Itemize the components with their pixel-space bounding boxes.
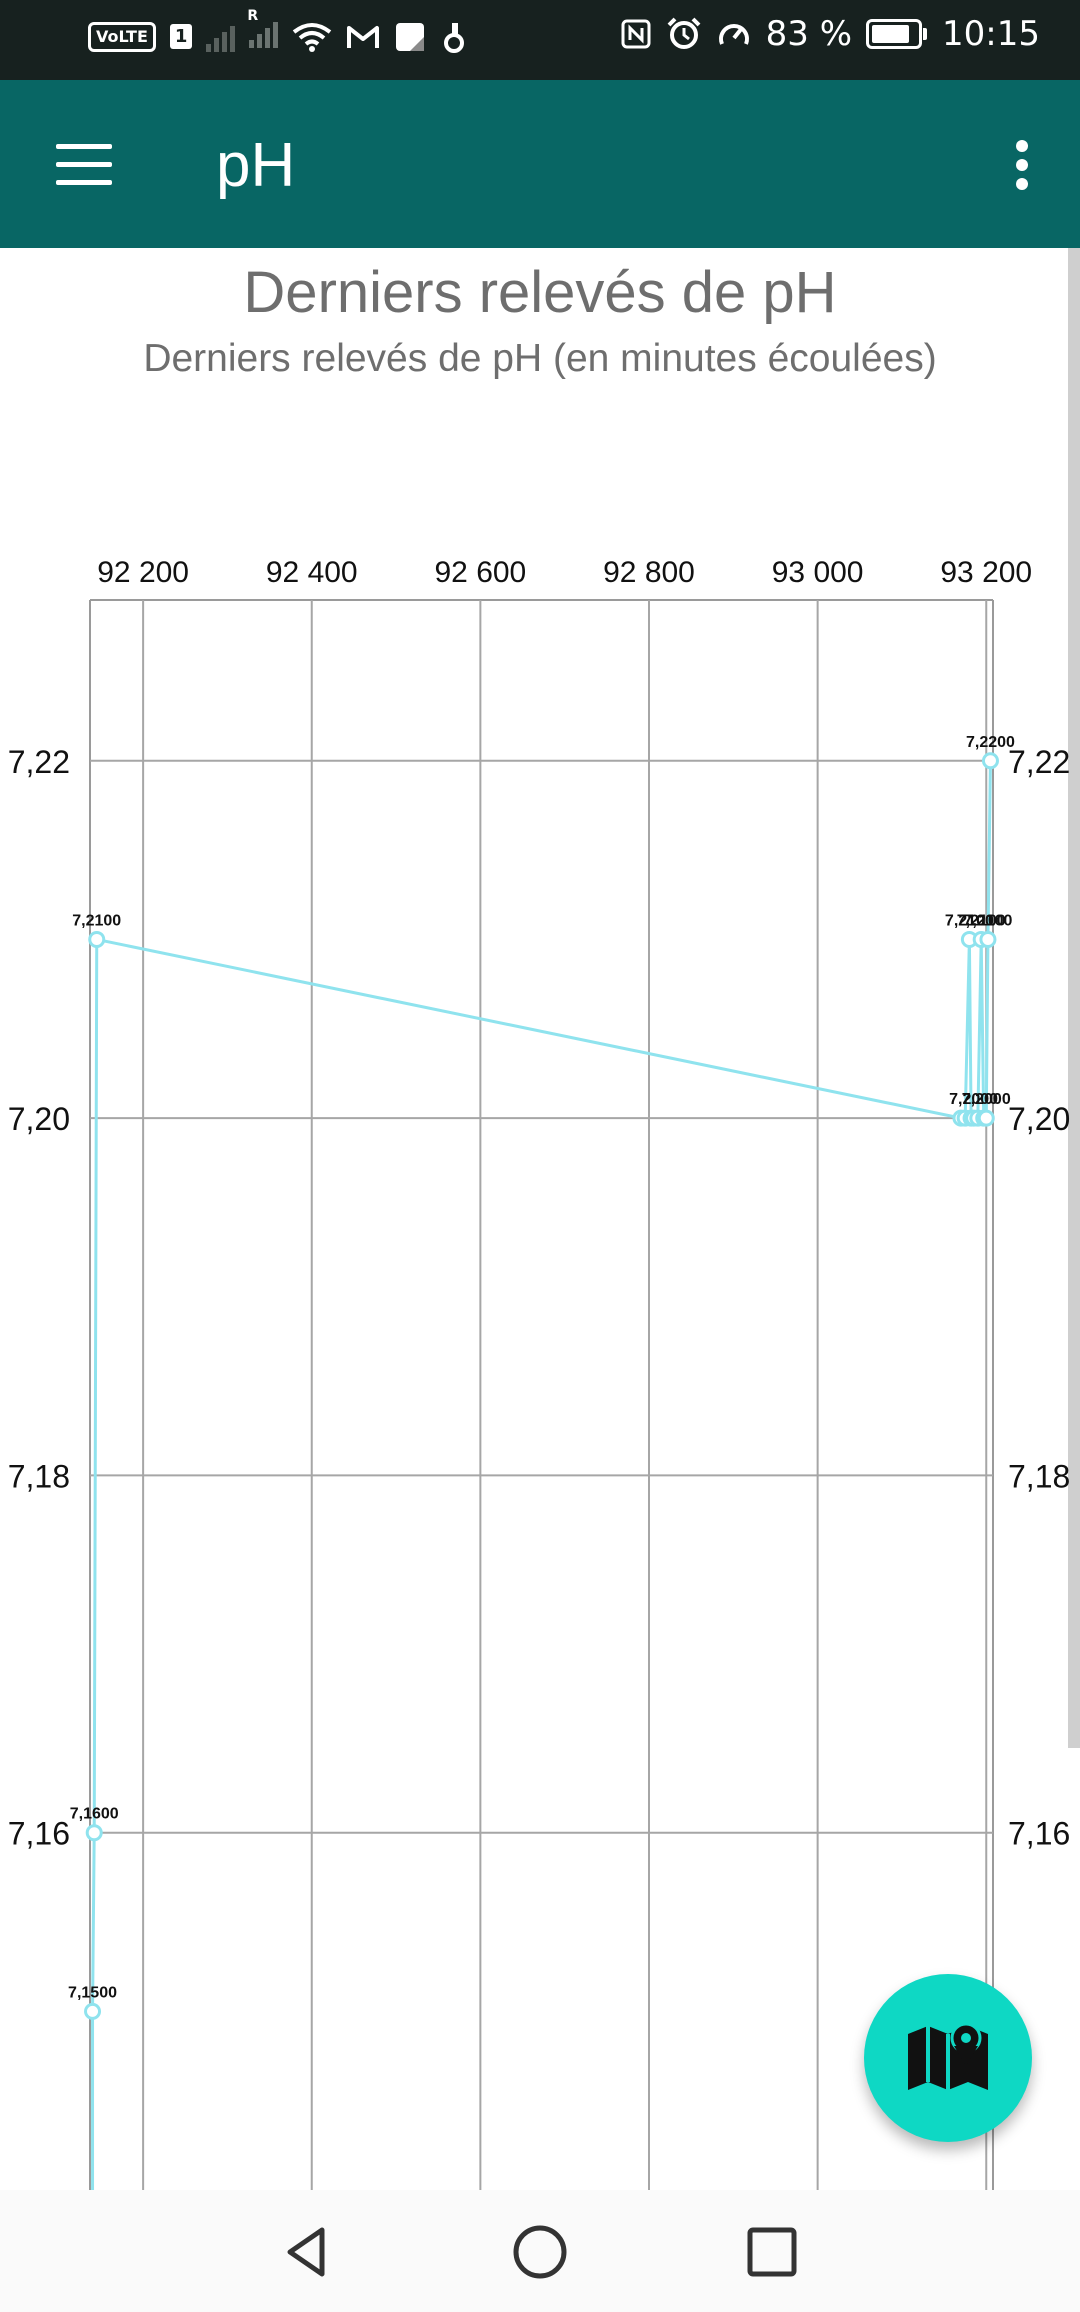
home-icon[interactable] — [510, 2222, 570, 2282]
map-fab-button[interactable] — [864, 1974, 1032, 2142]
y-tick-label-left: 7,16 — [8, 1816, 70, 1852]
system-nav-bar — [0, 2190, 1080, 2312]
data-point[interactable] — [84, 2002, 102, 2020]
data-label: 7,1600 — [70, 1806, 119, 1823]
app-bar: pH — [0, 80, 1080, 248]
data-point[interactable] — [85, 1824, 103, 1842]
status-right-group: 83 % 10:15 — [620, 14, 1040, 54]
battery-icon — [866, 19, 928, 49]
recents-icon[interactable] — [742, 2222, 802, 2282]
signal-icon — [206, 22, 236, 52]
status-left-group: VoLTE 1 R — [88, 8, 468, 55]
data-point[interactable] — [977, 1109, 995, 1127]
ph-line-chart[interactable]: 92 200 92 400 92 600 92 800 93 000 93 200 7,16… — [0, 248, 1080, 2190]
app-icon — [444, 22, 465, 53]
gmail-icon — [347, 25, 380, 48]
map-icon — [908, 2022, 988, 2090]
chart-title: Derniers relevés de pH — [243, 260, 837, 325]
scrollbar[interactable] — [1068, 248, 1080, 1748]
data-label: 7,2100 — [945, 912, 994, 929]
data-label: 7,2100 — [957, 912, 1006, 929]
data-label: 7,2100 — [963, 912, 1012, 929]
y-tick-label-right: 7,20 — [1008, 1101, 1070, 1137]
status-bar: VoLTE 1 R — [0, 0, 1080, 80]
data-label: 7,2000 — [962, 1091, 1011, 1108]
y-tick-label-left: 7,22 — [8, 744, 70, 780]
x-tick-label: 92 800 — [603, 556, 695, 589]
battery-level-text: 83 % — [765, 14, 853, 54]
roaming-label: R — [247, 8, 259, 24]
data-point[interactable] — [981, 752, 999, 770]
clock: 10:15 — [942, 14, 1040, 54]
nfc-icon — [621, 19, 651, 49]
sim-icon: 1 — [169, 24, 193, 49]
signal-roaming-icon: R — [247, 8, 279, 55]
back-icon[interactable] — [278, 2222, 338, 2282]
y-tick-label-right: 7,16 — [1008, 1816, 1070, 1852]
chart-subtitle: Derniers relevés de pH (en minutes écoul… — [143, 337, 937, 380]
x-tick-label: 92 200 — [97, 556, 189, 589]
y-tick-label-left: 7,18 — [8, 1458, 70, 1494]
data-label: 7,2100 — [72, 912, 121, 929]
more-vert-icon[interactable] — [1006, 138, 1040, 192]
x-tick-label: 93 000 — [772, 556, 864, 589]
data-point[interactable] — [979, 930, 997, 948]
data-label: 7,2200 — [966, 734, 1015, 751]
y-tick-label-left: 7,20 — [8, 1101, 70, 1137]
hamburger-menu-icon[interactable] — [56, 144, 112, 186]
y-tick-label-right: 7,22 — [1008, 744, 1070, 780]
data-label: 7,1500 — [68, 1984, 117, 2001]
x-tick-label: 93 200 — [940, 556, 1032, 589]
x-tick-label: 92 600 — [434, 556, 526, 589]
volte-icon: VoLTE — [88, 21, 156, 52]
y-tick-label-right: 7,18 — [1008, 1458, 1070, 1494]
alarm-icon — [667, 17, 701, 49]
battery-fill — [872, 25, 909, 43]
data-label: 7,2000 — [949, 1091, 998, 1108]
data-point[interactable] — [88, 930, 106, 948]
notes-icon — [396, 22, 425, 51]
app-bar-title: pH — [216, 131, 296, 200]
x-tick-label: 92 400 — [266, 556, 358, 589]
speedometer-icon — [718, 24, 749, 45]
wifi-icon — [293, 22, 332, 52]
